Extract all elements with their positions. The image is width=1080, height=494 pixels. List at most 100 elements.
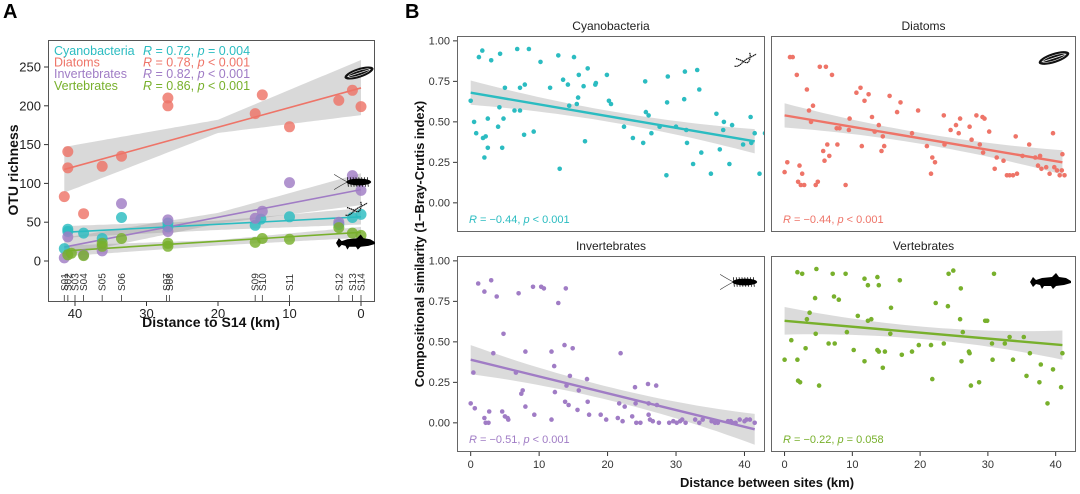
facet-frame [457,256,765,452]
point-invertebrates [563,286,569,291]
point-vertebrates [876,282,882,288]
point-invertebrates [475,281,481,286]
y-tick-label-b: 0.50 [429,337,450,349]
point-cyanobacteria [721,119,727,125]
point-invertebrates [516,291,521,296]
stat-p-symbol: p [197,56,205,70]
point-invertebrates [162,214,174,226]
point-vertebrates [807,310,812,316]
point-diatoms [116,150,127,162]
point-diatoms [847,116,852,121]
y-axis-a: 0 50 100 150 200 250 [19,60,49,269]
y-tick-label-b: 0.25 [429,377,450,389]
point-invertebrates [551,363,557,369]
point-invertebrates [646,412,651,418]
point-vertebrates [990,357,995,363]
point-diatoms [948,127,953,133]
point-cyanobacteria [581,83,586,89]
fit-line-vertebrates [64,231,362,252]
point-invertebrates [471,370,476,375]
point-invertebrates [666,420,672,426]
insect-leg [352,177,355,187]
diatom-stria [1042,53,1066,63]
point-diatoms [1057,173,1062,178]
point-cyanobacteria [497,51,503,57]
stat-r-symbol: R [469,214,477,226]
point-invertebrates [650,418,656,424]
point-cyanobacteria [485,145,491,151]
point-invertebrates [249,212,261,224]
point-cyanobacteria [566,103,572,108]
insect-leg [355,177,358,187]
panel-label-a: A [3,1,17,23]
point-invertebrates [541,286,547,291]
point-diatoms [854,90,859,95]
x-tick-label-a: 40 [68,306,82,321]
point-invertebrates [532,412,537,418]
site-label-s10: S10 [258,273,269,291]
point-cyanobacteria [717,147,723,152]
insect-leg [358,177,361,187]
x-tick-label-b: 0 [781,459,787,471]
y-tick-label-b: 0.25 [429,157,450,169]
facet-title-diatoms: Diatoms [901,19,945,33]
point-diatoms [284,121,295,133]
point-diatoms [822,158,827,163]
point-invertebrates [556,300,561,306]
point-cyanobacteria [664,100,670,105]
point-vertebrates [162,237,174,249]
fit-line-diatoms [784,114,1063,164]
point-diatoms [1047,171,1052,176]
facet-frame [771,36,1076,232]
point-diatoms [859,143,865,149]
point-diatoms [862,98,867,104]
stat-r-value: = 0.86, [152,79,198,93]
point-diatoms [932,160,938,165]
point-vertebrates [855,313,861,319]
x-tick-label-b: 10 [533,459,545,471]
point-cyanobacteria [729,122,735,128]
x-tick-label-b: 20 [601,459,613,471]
legend-a: Cyanobacteria R = 0.72, p = 0.004 Diatoms R… [54,44,250,93]
facet-stat-diatoms: R = −0.44, p < 0.001 [783,214,884,226]
point-vertebrates [1045,401,1050,406]
point-diatoms [1062,173,1067,178]
point-cyanobacteria [593,80,599,86]
point-vertebrates [789,337,794,343]
y-tick-label-b: 0.50 [429,117,450,129]
site-label-s07: S07 [162,273,173,291]
point-invertebrates [482,415,487,421]
point-vertebrates [256,233,268,244]
insect-leg [750,277,752,287]
regression-lines [64,87,362,252]
point-cyanobacteria [284,211,295,223]
point-diatoms [1052,164,1057,170]
point-cyanobacteria [495,124,501,129]
point-invertebrates [638,420,643,426]
point-diatoms [843,182,848,188]
point-diatoms [333,94,345,106]
point-invertebrates [618,350,623,356]
x-tick-label-a: 20 [211,306,225,321]
facet-plot-area [468,46,765,178]
point-diatoms [825,142,830,147]
point-vertebrates [816,383,822,388]
point-vertebrates [832,341,837,346]
point-cyanobacteria [468,98,474,104]
point-cyanobacteria [684,140,690,146]
point-diatoms [804,87,810,92]
point-vertebrates [1027,350,1033,356]
facet-vertebrates: Vertebrates R = −0.22, p = 0.058 0 10 20 30 40 [771,239,1076,471]
point-diatoms [835,142,840,147]
legend-stat-invertebrates: R = 0.82, p < 0.001 [143,67,250,81]
point-invertebrates [622,404,627,409]
point-invertebrates [615,415,621,421]
point-diatoms [980,150,986,155]
point-cyanobacteria [476,54,482,60]
point-diatoms [879,148,884,154]
point-vertebrates [875,274,880,280]
stat-p-value: < 0.001 [844,214,884,226]
point-diatoms [967,124,972,129]
point-diatoms [799,171,805,176]
panel-b: Cyanobacteria R = −0.44, p < 0.001 0.00 0.2… [429,19,1076,471]
